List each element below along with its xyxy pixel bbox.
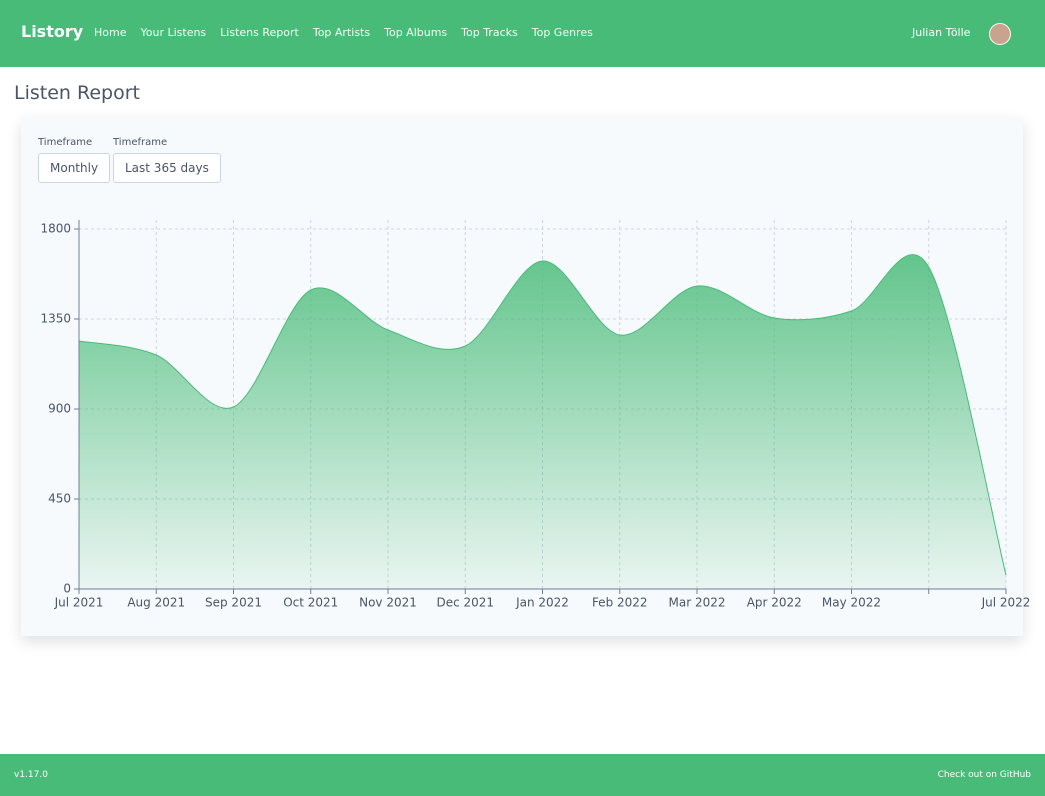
area [79,254,1006,589]
filter-select[interactable]: Monthly [38,153,111,183]
nav-link[interactable]: Top Artists [312,26,371,39]
nav-links: Home Your Listens Listens Report Top Art… [94,26,593,39]
version: v1.17.0 [14,770,48,780]
x-tick-label: Oct 2021 [283,596,338,610]
page-title: Listen Report [14,82,140,104]
y-tick-label: 450 [48,492,71,506]
nav-link[interactable]: Your Listens [140,26,207,39]
chart: 0 450 900 1350 1800 Jul 2021 Aug 2021 Sep 2021 O… [40,220,1031,610]
x-tick-label: Dec 2021 [436,596,494,610]
y-tick-label: 900 [48,402,71,416]
navbar: Listory Home Your Listens Listens Report… [0,0,1045,67]
footer: v1.17.0 Check out on GitHub [0,754,1045,796]
line [78,254,1007,576]
nav-link[interactable]: Home [94,26,127,39]
user-name[interactable]: Julian Tölle [912,26,971,39]
nav-link[interactable]: Listens Report [220,26,299,39]
filter-label: Timeframe [38,137,93,148]
y-tick-label: 0 [63,582,71,596]
nav-link[interactable]: Top Tracks [461,26,518,39]
brand[interactable]: Listory [21,22,84,41]
x-tick-label: Jul 2021 [54,596,104,610]
filter: Timeframe Last 365 days [113,137,221,183]
y-tick-label: 1350 [40,312,71,326]
x-tick-label: Jan 2022 [515,596,569,610]
filter-select[interactable]: Last 365 days [113,153,221,183]
x-tick-label: Sep 2021 [205,596,262,610]
x-tick-label: May 2022 [822,596,881,610]
x-tick-label: Feb 2022 [592,596,648,610]
filter: Timeframe Monthly [38,137,111,183]
x-tick-label: Mar 2022 [669,596,726,610]
github-link[interactable]: Check out on GitHub [937,770,1031,780]
x-tick-label: Apr 2022 [747,596,802,610]
nav-link[interactable]: Top Genres [531,26,593,39]
avatar[interactable] [989,23,1011,45]
y-tick-label: 1800 [40,222,71,236]
nav-link[interactable]: Top Albums [384,26,448,39]
x-tick-label: Nov 2021 [359,596,417,610]
filter-label: Timeframe [113,137,168,148]
x-tick-label: Aug 2021 [127,596,185,610]
x-tick-label: Jul 2022 [981,596,1031,610]
